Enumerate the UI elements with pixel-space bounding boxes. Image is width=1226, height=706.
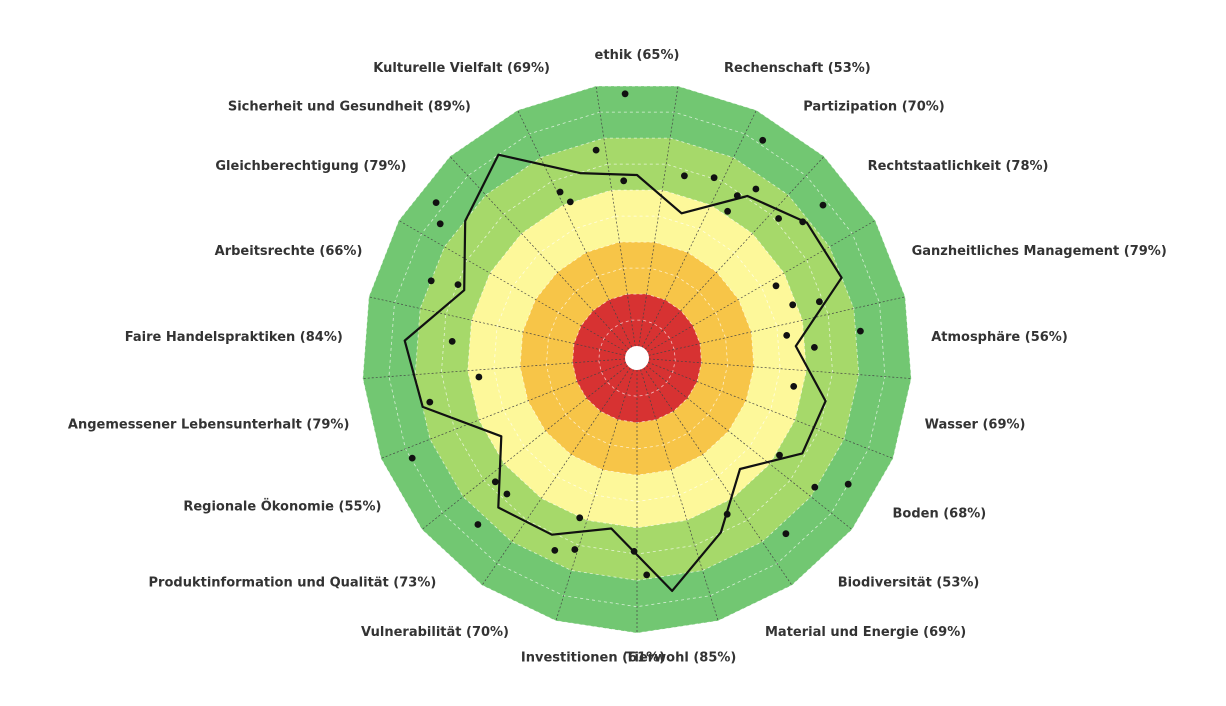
center-hole xyxy=(625,346,649,370)
indicator-point xyxy=(576,514,584,522)
category-label: Regionale Ökonomie (55%) xyxy=(183,499,381,515)
indicator-point xyxy=(733,192,741,200)
indicator-point xyxy=(621,90,629,98)
indicator-point xyxy=(592,146,600,154)
grid-ring xyxy=(598,319,676,397)
indicator-point xyxy=(857,327,864,335)
indicator-point xyxy=(775,215,782,222)
indicator-point xyxy=(436,220,444,228)
grid-ring xyxy=(545,267,729,450)
category-label: Investitionen (61%) xyxy=(521,651,665,666)
indicator-point xyxy=(724,207,731,215)
indicator-point xyxy=(782,530,790,538)
category-label: Vulnerabilität (70%) xyxy=(361,625,509,640)
indicator-point xyxy=(752,185,760,193)
indicator-point xyxy=(491,478,499,486)
score-bands xyxy=(362,86,912,634)
indicator-point xyxy=(566,198,574,206)
grid-ring xyxy=(519,241,755,476)
indicator-point xyxy=(556,188,564,196)
indicator-point xyxy=(816,298,823,306)
category-label: Sicherheit und Gesundheit (89%) xyxy=(228,99,471,114)
indicator-points xyxy=(408,90,864,579)
category-label: Partizipation (70%) xyxy=(803,99,945,114)
indicator-point xyxy=(474,521,482,528)
indicator-point xyxy=(643,571,651,579)
indicator-point xyxy=(789,301,797,309)
grid-ring xyxy=(362,85,912,634)
indicator-point xyxy=(551,547,559,554)
grid-ring xyxy=(572,293,702,424)
indicator-point xyxy=(844,480,852,488)
category-label: Atmosphäre (56%) xyxy=(931,330,1068,345)
category-label: Material und Energie (69%) xyxy=(765,625,966,640)
indicator-point xyxy=(454,281,462,288)
axis-labels: ethik (65%) Rechenschaft (53%) Partizipati… xyxy=(68,48,1167,666)
indicator-point xyxy=(426,398,434,406)
category-label: Arbeitsrechte (66%) xyxy=(215,244,363,259)
category-label: Biodiversität (53%) xyxy=(838,575,980,590)
category-label: ethik (65%) xyxy=(595,48,680,63)
category-label: Faire Handelspraktiken (84%) xyxy=(125,330,343,345)
category-label: Wasser (69%) xyxy=(925,418,1026,433)
indicator-point xyxy=(448,338,456,345)
indicator-point xyxy=(790,383,798,390)
category-label: Ganzheitliches Management (79%) xyxy=(912,244,1167,259)
category-label: Produktinformation und Qualität (73%) xyxy=(149,575,437,590)
indicator-point xyxy=(783,332,791,339)
indicator-point xyxy=(475,373,483,381)
category-label: Rechenschaft (53%) xyxy=(724,61,871,76)
score-line-layer xyxy=(403,153,843,593)
indicator-point xyxy=(723,510,731,518)
indicator-point xyxy=(427,277,435,285)
category-label: Gleichberechtigung (79%) xyxy=(215,159,406,174)
indicator-point xyxy=(811,483,819,491)
category-label: Angemessener Lebensunterhalt (79%) xyxy=(68,418,350,433)
indicator-point xyxy=(630,548,638,555)
category-label: Tierwohl (85%) xyxy=(626,651,737,666)
indicator-point xyxy=(432,199,440,207)
indicator-point xyxy=(776,451,783,459)
score-line xyxy=(403,153,843,593)
category-label: Boden (68%) xyxy=(893,507,987,522)
indicator-point xyxy=(503,490,511,498)
indicator-point xyxy=(710,174,718,182)
indicator-point xyxy=(772,282,780,290)
category-label: Rechtstaatlichkeit (78%) xyxy=(868,159,1049,174)
indicator-point xyxy=(620,177,628,185)
indicator-point xyxy=(681,172,688,180)
indicator-point xyxy=(408,454,416,462)
indicator-point xyxy=(819,201,827,209)
grid-ring xyxy=(388,111,886,608)
indicator-point xyxy=(811,344,818,351)
category-label: Kulturelle Vielfalt (69%) xyxy=(373,61,550,76)
indicator-point xyxy=(759,136,767,144)
indicator-point xyxy=(571,546,579,553)
indicator-point xyxy=(799,218,807,226)
